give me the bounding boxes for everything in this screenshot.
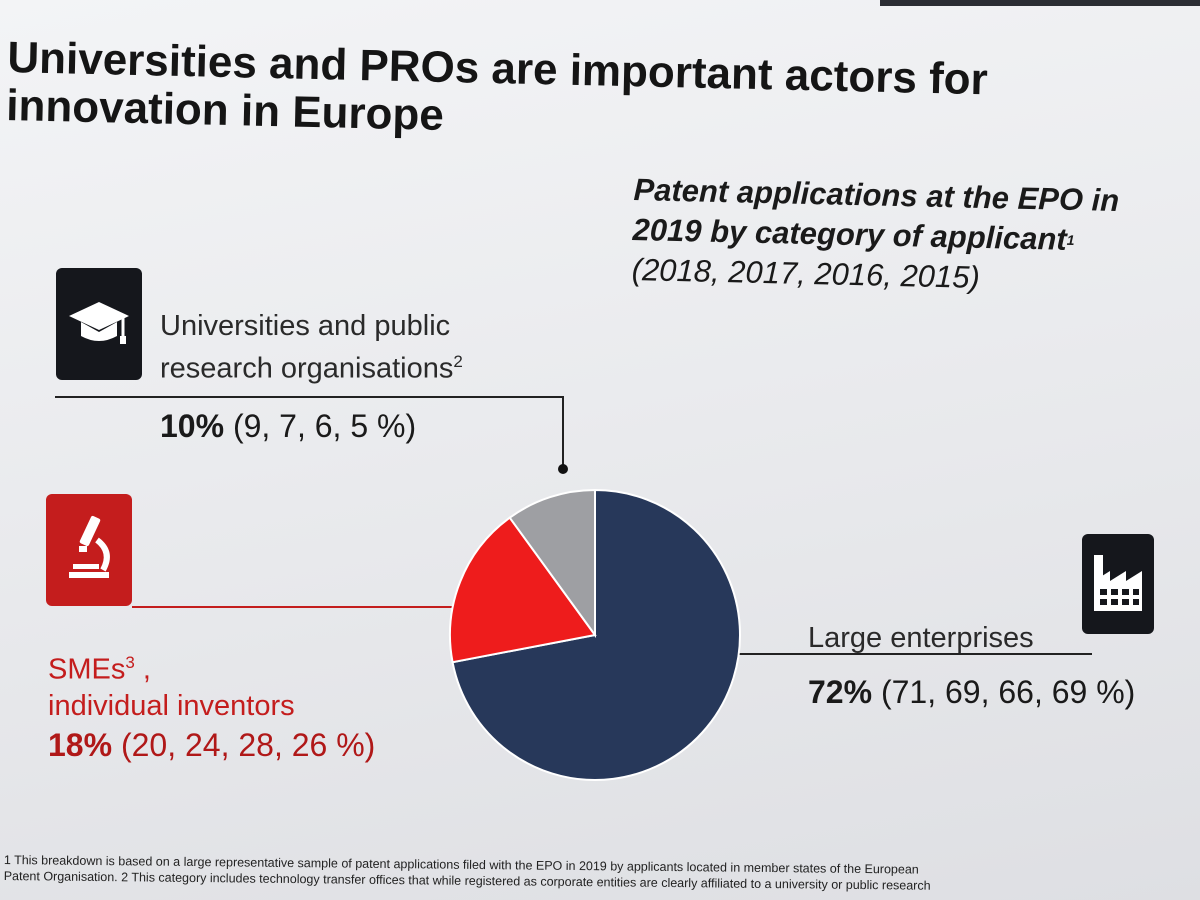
pie-slice-universities — [508, 488, 596, 639]
universities-footnote-marker: 2 — [453, 352, 463, 371]
universities-label: Universities and public research organis… — [160, 308, 463, 387]
enterprises-label: Large enterprises — [808, 622, 1034, 654]
chart-subtitle-years: (2018, 2017, 2016, 2015) — [631, 251, 981, 295]
universities-leader-line-vertical — [562, 396, 564, 468]
smes-history: (20, 24, 28, 26 %) — [120, 727, 376, 763]
factory-icon — [1082, 534, 1154, 634]
universities-value: 10% — [160, 408, 225, 444]
universities-label-line1: Universities and public — [160, 310, 451, 342]
smes-label: SMEs3 , individual inventors — [48, 645, 295, 724]
universities-label-line2: research organisations — [160, 352, 454, 385]
enterprises-value: 72% — [808, 674, 873, 710]
universities-percentage: 10% (9, 7, 6, 5 %) — [160, 408, 416, 444]
universities-history: (9, 7, 6, 5 %) — [232, 408, 417, 444]
pie-chart — [449, 488, 741, 781]
slide-title: Universities and PROs are important acto… — [5, 33, 989, 140]
enterprises-percentage: 72% (71, 69, 66, 69 %) — [808, 674, 1135, 710]
chart-subtitle-text: Patent applications at the EPO in 2019 b… — [632, 171, 1120, 257]
pie-slice-smes — [449, 516, 597, 664]
smes-value: 18% — [48, 727, 113, 763]
footnote: 1 This breakdown is based on a large rep… — [4, 852, 1184, 896]
smes-percentage: 18% (20, 24, 28, 26 %) — [48, 727, 375, 763]
smes-leader-line — [132, 606, 452, 608]
subtitle-footnote-marker: 1 — [1066, 231, 1075, 249]
enterprises-history: (71, 69, 66, 69 %) — [880, 674, 1136, 710]
pie-slice-enterprises — [451, 488, 741, 781]
smes-label-suffix: , — [134, 653, 151, 686]
top-bar — [880, 0, 1200, 6]
smes-label-line2: individual inventors — [48, 689, 295, 722]
enterprises-leader-line — [722, 653, 1092, 655]
graduation-cap-icon — [56, 268, 142, 380]
smes-footnote-marker: 3 — [125, 653, 135, 672]
chart-subtitle: Patent applications at the EPO in 2019 b… — [631, 170, 1194, 303]
microscope-icon — [46, 494, 132, 606]
universities-leader-dot — [558, 464, 568, 474]
smes-label-line1: SMEs — [48, 653, 126, 686]
universities-leader-line — [55, 396, 563, 398]
